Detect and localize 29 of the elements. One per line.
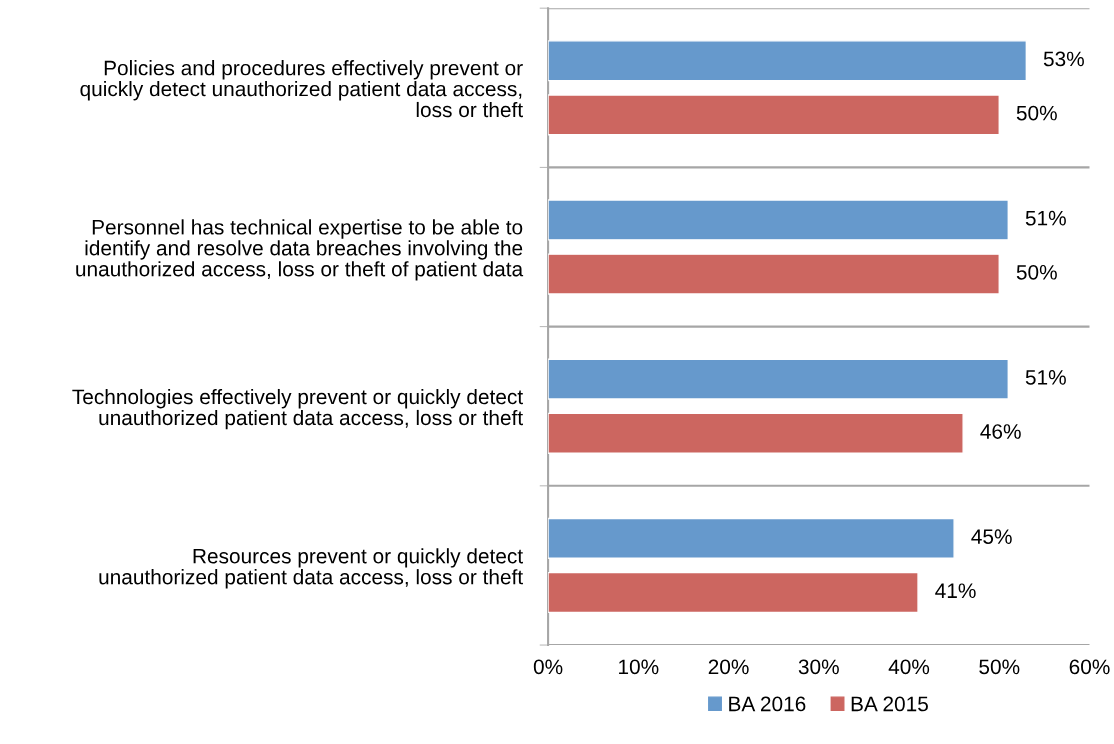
y-tick-label: Personnel has technical expertise to be able to identify and resolve data breaches involving the unauthorized access, loss or theft of patient data bbox=[76, 219, 524, 281]
x-tick-label: 60% bbox=[1069, 659, 1110, 675]
bar bbox=[548, 253, 1000, 295]
bar bbox=[548, 571, 919, 614]
x-tick-label: 0% bbox=[533, 659, 563, 675]
data-label: 50% bbox=[1016, 264, 1057, 280]
x-tick-label: 30% bbox=[798, 659, 839, 675]
x-tick-label: 20% bbox=[708, 659, 749, 675]
bar bbox=[548, 412, 964, 454]
bar bbox=[548, 517, 955, 559]
bar bbox=[548, 94, 1000, 136]
data-label: 45% bbox=[971, 529, 1012, 544]
data-label: 51% bbox=[1025, 370, 1066, 385]
x-tick-label: 10% bbox=[619, 659, 659, 675]
x-tick-label: 40% bbox=[888, 659, 930, 675]
bar bbox=[548, 40, 1028, 82]
data-label: 41% bbox=[935, 583, 976, 599]
y-tick-label: Policies and procedures effectively prevent or quickly detect unauthorized patient data access, loss or theft bbox=[80, 60, 523, 118]
bar bbox=[548, 199, 1009, 241]
bar bbox=[548, 358, 1009, 400]
x-tick-label: 50% bbox=[979, 659, 1020, 675]
legend-label: BA 2015 bbox=[851, 696, 928, 712]
data-label: 46% bbox=[980, 424, 1021, 439]
y-tick-label: Technologies effectively prevent or quickly detect unauthorized patient data access, loss or theft bbox=[72, 388, 523, 430]
data-label: 53% bbox=[1043, 51, 1084, 67]
data-label: 51% bbox=[1025, 210, 1066, 226]
legend-label: BA 2016 bbox=[729, 696, 806, 712]
data-label: 50% bbox=[1016, 105, 1057, 121]
y-tick-label: Resources prevent or quickly detect unauthorized patient data access, loss or theft bbox=[99, 548, 523, 589]
